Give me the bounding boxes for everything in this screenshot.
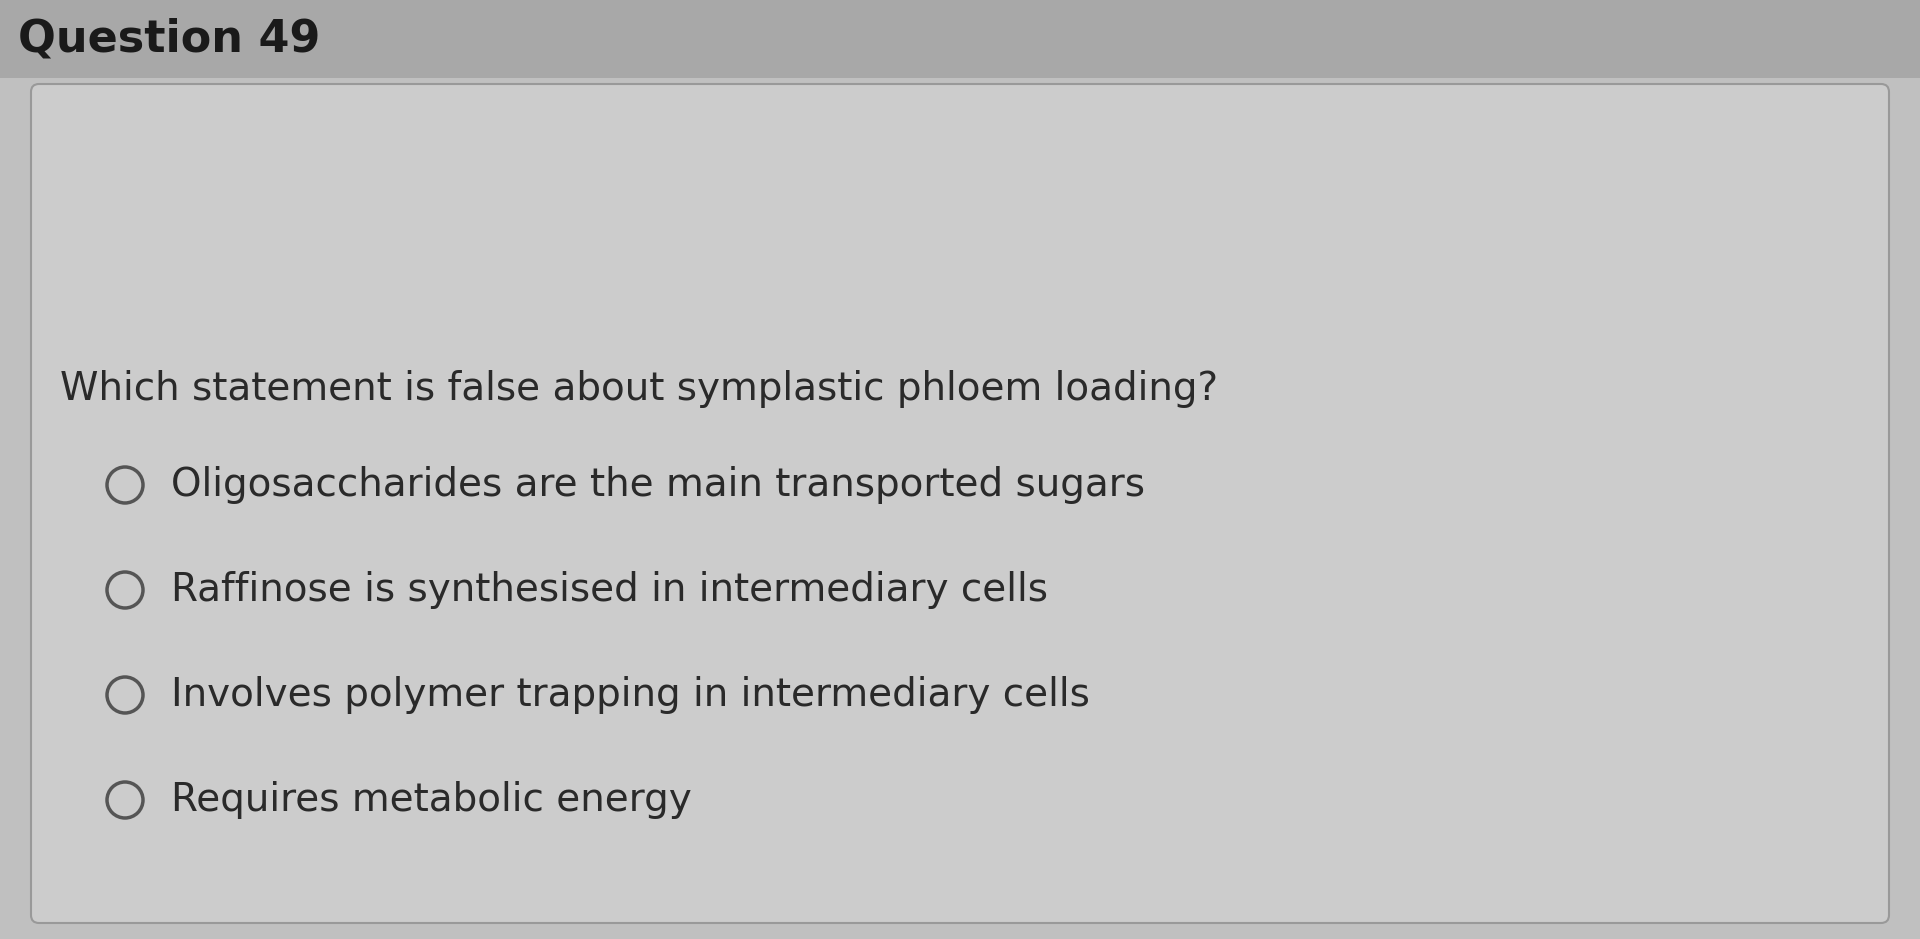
FancyBboxPatch shape xyxy=(31,84,1889,923)
FancyBboxPatch shape xyxy=(0,0,1920,78)
Text: Involves polymer trapping in intermediary cells: Involves polymer trapping in intermediar… xyxy=(171,676,1091,714)
Text: Raffinose is synthesised in intermediary cells: Raffinose is synthesised in intermediary… xyxy=(171,571,1048,609)
Text: Which statement is false about symplastic phloem loading?: Which statement is false about symplasti… xyxy=(60,370,1217,408)
Text: Requires metabolic energy: Requires metabolic energy xyxy=(171,781,691,819)
Text: Question 49: Question 49 xyxy=(17,18,321,60)
Text: Oligosaccharides are the main transported sugars: Oligosaccharides are the main transporte… xyxy=(171,466,1144,504)
